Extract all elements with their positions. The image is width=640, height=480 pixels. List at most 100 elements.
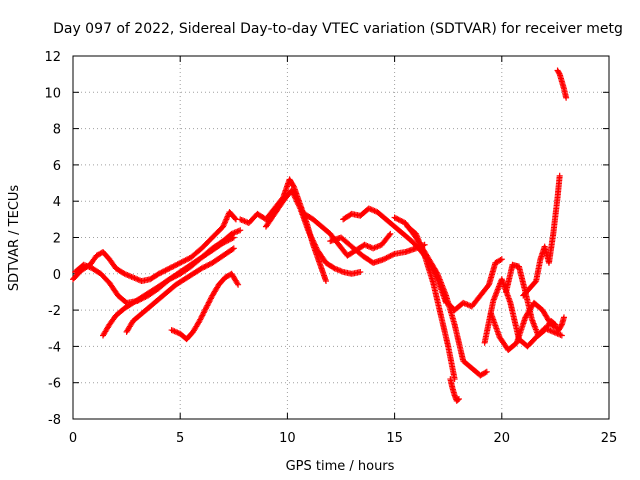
data-point: [308, 234, 315, 241]
data-point: [382, 255, 389, 262]
y-tick-label: -4: [48, 340, 61, 355]
data-point: [158, 269, 165, 276]
data-point: [163, 266, 170, 273]
data-point: [313, 244, 320, 251]
data-point: [392, 215, 399, 222]
data-point: [395, 216, 402, 223]
data-point: [311, 241, 318, 248]
x-tick-label: 20: [494, 431, 511, 446]
data-point: [181, 257, 188, 264]
data-point: [228, 235, 235, 242]
series-track-17: [503, 261, 559, 339]
data-point: [309, 237, 316, 244]
data-point: [229, 246, 236, 253]
data-point: [555, 69, 562, 76]
y-tick-label: 10: [44, 86, 61, 101]
data-point: [484, 282, 491, 289]
series-track-13: [447, 376, 462, 404]
data-point: [454, 396, 461, 403]
data-point: [433, 269, 440, 276]
data-point: [398, 217, 405, 224]
data-point: [173, 261, 180, 268]
data-point: [120, 270, 127, 277]
data-point: [295, 201, 302, 208]
data-point: [202, 263, 209, 270]
data-points: [70, 67, 570, 404]
y-axis-label: SDTVAR / TECUs: [7, 185, 22, 292]
y-tick-label: 6: [53, 159, 61, 174]
data-point: [161, 268, 168, 275]
data-point: [396, 217, 403, 224]
data-point: [292, 195, 299, 202]
data-point: [224, 237, 231, 244]
data-point: [293, 198, 300, 205]
data-point: [290, 190, 297, 197]
data-point: [307, 233, 314, 240]
data-point: [182, 257, 189, 264]
data-point: [309, 236, 316, 243]
data-point: [307, 231, 314, 238]
data-point: [383, 254, 390, 261]
data-point: [357, 268, 364, 275]
x-tick-label: 0: [69, 431, 77, 446]
data-point: [498, 256, 505, 263]
y-tick-label: 0: [53, 268, 61, 283]
x-axis-label: GPS time / hours: [286, 459, 395, 474]
series-track-3: [100, 234, 237, 339]
data-point: [295, 202, 302, 209]
data-point: [237, 227, 244, 234]
data-point: [220, 239, 227, 246]
data-point: [558, 322, 565, 329]
y-tick-label: 4: [53, 195, 61, 210]
data-point: [394, 215, 401, 222]
data-point: [174, 261, 181, 268]
data-point: [222, 238, 229, 245]
data-point: [288, 187, 295, 194]
y-tick-label: 12: [44, 50, 61, 65]
x-tick-label: 5: [176, 431, 184, 446]
data-point: [386, 253, 393, 260]
y-tick-label: -6: [48, 377, 61, 392]
data-point: [289, 188, 296, 195]
data-point: [178, 259, 185, 266]
y-tick-label: -8: [48, 413, 61, 428]
data-point: [560, 314, 567, 321]
series-track-2: [72, 227, 244, 306]
data-point: [155, 270, 162, 277]
data-point: [399, 218, 406, 225]
data-point: [291, 194, 298, 201]
data-point: [556, 172, 563, 179]
data-point: [201, 263, 208, 270]
data-point: [221, 239, 228, 246]
data-point: [330, 264, 337, 271]
series-track-7: [262, 187, 364, 277]
x-tick-label: 15: [386, 431, 403, 446]
data-point: [230, 234, 237, 241]
data-point: [296, 204, 303, 211]
data-point: [225, 237, 232, 244]
data-point: [226, 236, 233, 243]
y-tick-label: -2: [48, 304, 61, 319]
data-point: [293, 197, 300, 204]
data-point: [290, 191, 297, 198]
data-point: [388, 252, 395, 259]
data-point: [380, 256, 387, 263]
data-point: [290, 182, 297, 189]
data-point: [306, 230, 313, 237]
y-tick-label: 8: [53, 123, 61, 138]
data-point: [230, 245, 237, 252]
data-point: [157, 270, 164, 277]
chart-title: Day 097 of 2022, Sidereal Day-to-day VTE…: [53, 21, 623, 37]
data-point: [185, 255, 192, 262]
data-point: [171, 262, 178, 269]
data-point: [294, 199, 301, 206]
data-point: [483, 368, 490, 375]
data-point: [312, 243, 319, 250]
data-point: [384, 254, 391, 261]
data-point: [162, 267, 169, 274]
data-point: [179, 258, 186, 265]
y-tick-label: 2: [53, 232, 61, 247]
data-point: [175, 260, 182, 267]
data-point: [235, 281, 242, 288]
